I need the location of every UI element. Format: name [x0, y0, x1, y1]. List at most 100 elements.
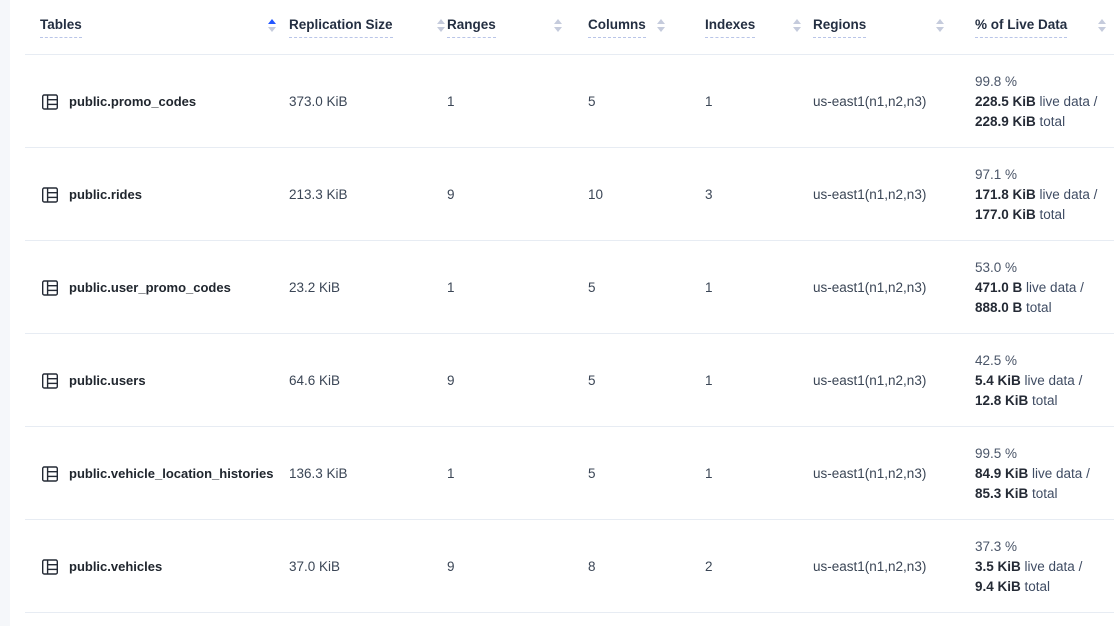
- table-icon: [40, 185, 60, 205]
- table-name-cell: public.rides: [10, 185, 289, 205]
- table-name-link[interactable]: public.users: [69, 373, 146, 388]
- regions-cell: us-east1(n1,n2,n3): [813, 373, 927, 388]
- replication-size-cell: 213.3 KiB: [289, 187, 348, 202]
- total-data-detail: 228.9 KiB total: [975, 113, 1066, 129]
- sort-control: [268, 18, 276, 32]
- indexes-cell: 1: [705, 373, 713, 388]
- table-name-cell: public.vehicles: [10, 557, 289, 577]
- sort-asc-icon: [437, 18, 445, 24]
- live-data-cell: 53.0 % 471.0 B live data / 888.0 B total: [975, 258, 1114, 318]
- regions-cell: us-east1(n1,n2,n3): [813, 187, 927, 202]
- replication-size-cell: 64.6 KiB: [289, 373, 341, 388]
- replication-size-cell: 373.0 KiB: [289, 94, 348, 109]
- ranges-cell: 9: [447, 187, 455, 202]
- indexes-cell: 1: [705, 280, 713, 295]
- table-name-cell: public.promo_codes: [10, 92, 289, 112]
- sort-control: [936, 18, 944, 32]
- table-name-cell: public.user_promo_codes: [10, 278, 289, 298]
- table-row: public.user_promo_codes 23.2 KiB 1 5 1 u…: [10, 241, 1114, 334]
- columns-cell: 5: [588, 466, 596, 481]
- live-percent: 97.1 %: [975, 166, 1018, 182]
- column-label: Replication Size: [289, 17, 393, 38]
- table-row: public.rides 213.3 KiB 9 10 3 us-east1(n…: [10, 148, 1114, 241]
- total-data-detail: 12.8 KiB total: [975, 392, 1058, 408]
- table-name-cell: public.vehicle_location_histories: [10, 464, 289, 484]
- columns-cell: 10: [588, 187, 604, 202]
- ranges-cell: 1: [447, 466, 455, 481]
- total-data-detail: 9.4 KiB total: [975, 578, 1051, 594]
- table-row: public.promo_codes 373.0 KiB 1 5 1 us-ea…: [10, 55, 1114, 148]
- column-label: Tables: [40, 17, 82, 38]
- column-label: Columns: [588, 17, 646, 38]
- column-header-columns[interactable]: Columns: [588, 17, 705, 38]
- live-data-cell: 37.3 % 3.5 KiB live data / 9.4 KiB total: [975, 537, 1114, 597]
- replication-size-cell: 136.3 KiB: [289, 466, 348, 481]
- indexes-cell: 1: [705, 94, 713, 109]
- sort-control: [793, 18, 801, 32]
- sort-asc-icon: [793, 18, 801, 24]
- live-data-cell: 97.1 % 171.8 KiB live data / 177.0 KiB t…: [975, 165, 1114, 225]
- sort-asc-icon: [554, 18, 562, 24]
- sort-desc-icon: [554, 26, 562, 32]
- live-data-detail: 471.0 B live data /: [975, 279, 1084, 295]
- table-icon: [40, 557, 60, 577]
- ranges-cell: 9: [447, 373, 455, 388]
- sort-desc-icon: [657, 26, 665, 32]
- column-header-tables[interactable]: Tables: [10, 17, 289, 38]
- table-icon: [40, 278, 60, 298]
- live-percent: 99.5 %: [975, 445, 1018, 461]
- column-header-indexes[interactable]: Indexes: [705, 17, 813, 38]
- sort-control: [554, 18, 562, 32]
- live-data-detail: 228.5 KiB live data /: [975, 93, 1098, 109]
- live-data-detail: 3.5 KiB live data /: [975, 558, 1083, 574]
- total-data-detail: 888.0 B total: [975, 299, 1052, 315]
- live-data-cell: 99.5 % 84.9 KiB live data / 85.3 KiB tot…: [975, 444, 1114, 504]
- live-data-cell: 42.5 % 5.4 KiB live data / 12.8 KiB tota…: [975, 351, 1114, 411]
- tables-list-card: Tables Replication Size Ranges: [10, 0, 1114, 626]
- columns-cell: 8: [588, 559, 596, 574]
- columns-cell: 5: [588, 94, 596, 109]
- sort-asc-icon: [268, 18, 276, 24]
- live-percent: 42.5 %: [975, 352, 1018, 368]
- page-left-gutter: [0, 0, 10, 626]
- table-name-link[interactable]: public.vehicles: [69, 559, 163, 574]
- total-data-detail: 177.0 KiB total: [975, 206, 1066, 222]
- table-name-link[interactable]: public.vehicle_location_histories: [69, 466, 274, 481]
- live-data-detail: 5.4 KiB live data /: [975, 372, 1083, 388]
- table-name-link[interactable]: public.rides: [69, 187, 142, 202]
- regions-cell: us-east1(n1,n2,n3): [813, 559, 927, 574]
- column-header-replication-size[interactable]: Replication Size: [289, 17, 447, 38]
- sort-desc-icon: [437, 26, 445, 32]
- live-data-detail: 84.9 KiB live data /: [975, 465, 1090, 481]
- table-row: public.vehicle_location_histories 136.3 …: [10, 427, 1114, 520]
- sort-asc-icon: [657, 18, 665, 24]
- columns-cell: 5: [588, 373, 596, 388]
- total-data-detail: 85.3 KiB total: [975, 485, 1058, 501]
- column-label: Indexes: [705, 17, 756, 38]
- indexes-cell: 2: [705, 559, 713, 574]
- live-percent: 99.8 %: [975, 73, 1018, 89]
- column-header-ranges[interactable]: Ranges: [447, 17, 588, 38]
- table-row: public.users 64.6 KiB 9 5 1 us-east1(n1,…: [10, 334, 1114, 427]
- sort-asc-icon: [936, 18, 944, 24]
- sort-asc-icon: [1098, 18, 1106, 24]
- sort-desc-icon: [936, 26, 944, 32]
- regions-cell: us-east1(n1,n2,n3): [813, 466, 927, 481]
- column-header-live-data[interactable]: % of Live Data: [975, 17, 1114, 38]
- ranges-cell: 9: [447, 559, 455, 574]
- sort-desc-icon: [793, 26, 801, 32]
- table-name-link[interactable]: public.promo_codes: [69, 94, 197, 109]
- live-data-detail: 171.8 KiB live data /: [975, 186, 1098, 202]
- replication-size-cell: 23.2 KiB: [289, 280, 341, 295]
- live-data-cell: 99.8 % 228.5 KiB live data / 228.9 KiB t…: [975, 72, 1114, 132]
- indexes-cell: 1: [705, 466, 713, 481]
- table-icon: [40, 464, 60, 484]
- columns-cell: 5: [588, 280, 596, 295]
- sort-control: [657, 18, 665, 32]
- column-header-regions[interactable]: Regions: [813, 17, 975, 38]
- table-icon: [40, 92, 60, 112]
- ranges-cell: 1: [447, 280, 455, 295]
- sort-desc-icon: [268, 26, 276, 32]
- table-name-link[interactable]: public.user_promo_codes: [69, 280, 231, 295]
